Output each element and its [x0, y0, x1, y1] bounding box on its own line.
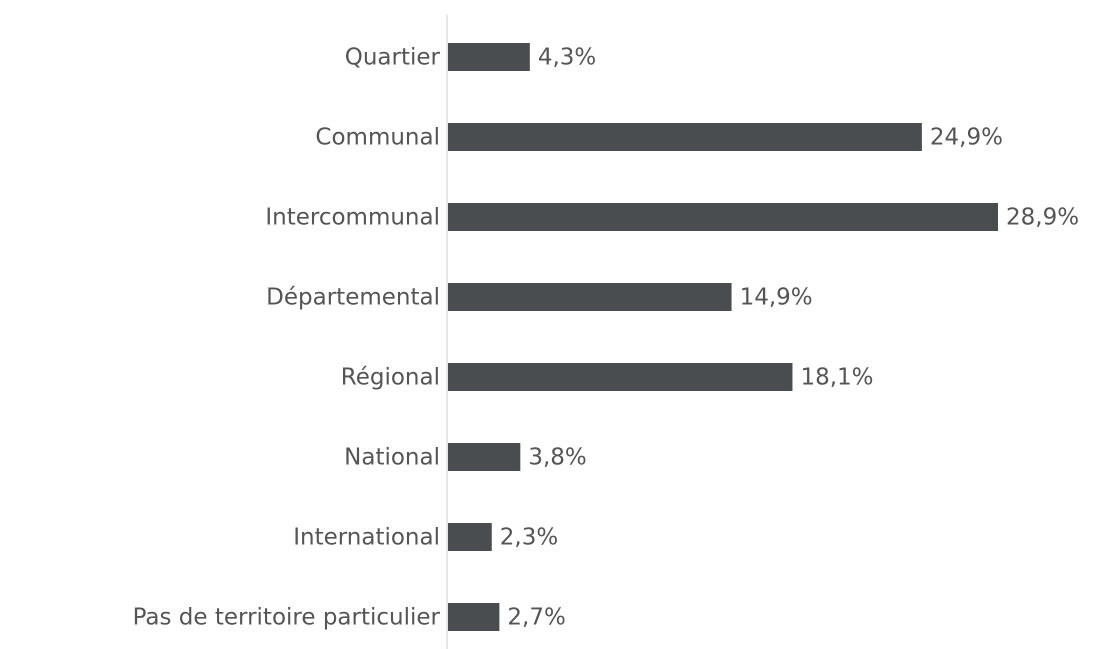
bar	[448, 523, 492, 551]
value-label: 2,3%	[500, 525, 558, 551]
category-label: Régional	[341, 365, 440, 391]
category-label: Quartier	[345, 45, 441, 71]
bar	[448, 283, 732, 311]
category-label: Pas de territoire particulier	[133, 605, 441, 631]
bar	[448, 603, 500, 631]
bar	[448, 363, 793, 391]
category-label: National	[344, 445, 440, 471]
value-label: 4,3%	[538, 45, 596, 71]
category-label: Intercommunal	[265, 205, 440, 231]
value-label: 28,9%	[1006, 205, 1079, 231]
category-label: Départemental	[266, 285, 440, 311]
bar	[448, 443, 521, 471]
value-label: 24,9%	[930, 125, 1003, 151]
value-label: 18,1%	[800, 365, 873, 391]
bar	[448, 203, 998, 231]
bar	[448, 43, 530, 71]
category-label: Communal	[315, 125, 440, 151]
value-label: 3,8%	[528, 445, 586, 471]
bar	[448, 123, 922, 151]
value-label: 14,9%	[740, 285, 813, 311]
category-label: International	[293, 525, 440, 551]
value-label: 2,7%	[507, 605, 565, 631]
